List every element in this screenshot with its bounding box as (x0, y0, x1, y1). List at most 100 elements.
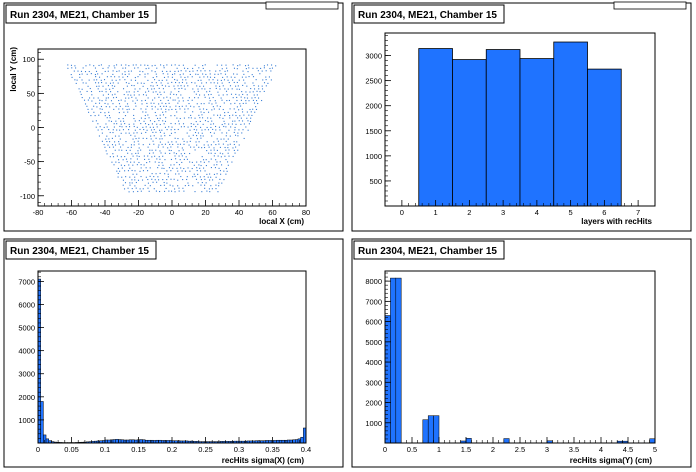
scatter-point (172, 167, 174, 169)
scatter-point (191, 99, 193, 101)
scatter-point (183, 140, 185, 142)
scatter-point (173, 178, 175, 180)
scatter-point (151, 88, 153, 90)
x-tick-label: -80 (33, 208, 44, 217)
scatter-point (134, 88, 136, 90)
scatter-point (115, 79, 117, 81)
scatter-point (147, 97, 149, 99)
scatter-point (120, 164, 122, 166)
scatter-point (73, 70, 75, 72)
scatter-point (84, 103, 87, 105)
scatter-point (199, 176, 201, 178)
scatter-point (209, 76, 212, 78)
scatter-point (181, 161, 183, 163)
scatter-point (261, 70, 263, 72)
scatter-point (202, 135, 204, 137)
scatter-point (182, 179, 184, 181)
x-tick-label: 4 (535, 208, 539, 217)
stats-box (613, 1, 687, 10)
scatter-point (140, 190, 142, 192)
scatter-point (159, 123, 161, 126)
scatter-point (134, 120, 136, 122)
scatter-point (148, 67, 150, 69)
scatter-point (227, 79, 229, 81)
scatter-point (180, 153, 182, 155)
x-tick-label: 80 (302, 208, 310, 217)
scatter-point (135, 138, 137, 140)
scatter-point (182, 79, 184, 81)
scatter-point (220, 97, 222, 99)
scatter-point (130, 161, 132, 163)
scatter-point (149, 185, 151, 187)
scatter-point (124, 115, 127, 117)
scatter-point (246, 117, 248, 119)
scatter-point (128, 91, 130, 93)
scatter-point (215, 144, 217, 146)
scatter-point (95, 102, 97, 104)
scatter-point (152, 152, 154, 154)
scatter-point (236, 68, 238, 70)
scatter-point (236, 141, 238, 143)
scatter-point (237, 149, 239, 151)
scatter-point (117, 176, 119, 178)
x-tick-label: 0.2 (167, 445, 177, 454)
scatter-point (132, 138, 134, 140)
scatter-point (93, 79, 95, 81)
scatter-point (127, 170, 130, 172)
scatter-point (131, 188, 133, 190)
scatter-point (128, 132, 130, 134)
bar (587, 68, 622, 207)
scatter-point (178, 64, 180, 66)
x-tick-label: 2.5 (515, 445, 525, 454)
scatter-point (122, 118, 124, 120)
scatter-point (138, 94, 140, 96)
scatter-point (87, 85, 89, 87)
scatter-point (89, 97, 91, 99)
scatter-point (166, 96, 168, 98)
scatter-point (229, 108, 231, 110)
scatter-point (128, 70, 130, 72)
scatter-point (221, 82, 223, 84)
scatter-point (195, 73, 197, 75)
scatter-point (239, 103, 241, 105)
scatter-point (87, 99, 89, 101)
scatter-point (212, 179, 214, 181)
scatter-point (234, 76, 236, 78)
scatter-point (164, 126, 166, 128)
scatter-point (244, 97, 246, 99)
scatter-point (167, 147, 169, 149)
scatter-point (169, 184, 171, 186)
scatter-point (201, 82, 203, 84)
scatter-point (160, 108, 162, 110)
bar (295, 439, 299, 444)
scatter-point (106, 135, 108, 137)
scatter-point (253, 84, 255, 87)
scatter-point (242, 84, 244, 86)
scatter-point (162, 111, 164, 113)
scatter-point (176, 117, 178, 119)
scatter-point (154, 64, 156, 66)
scatter-point (130, 146, 132, 148)
scatter-point (180, 126, 182, 128)
scatter-point (137, 152, 139, 154)
scatter-point (145, 111, 147, 113)
scatter-point (200, 70, 202, 72)
scatter-point (90, 73, 92, 75)
scatter-point (235, 93, 237, 95)
scatter-point (133, 114, 135, 116)
scatter-point (214, 125, 217, 128)
scatter-point (156, 84, 158, 87)
scatter-point (210, 185, 212, 187)
scatter-point (198, 164, 200, 166)
scatter-point (131, 169, 133, 172)
scatter-point (96, 85, 98, 87)
scatter-point (158, 179, 160, 181)
scatter-point (155, 115, 157, 117)
scatter-point (130, 134, 132, 136)
scatter-point (232, 120, 234, 122)
x-tick-label: 5 (653, 445, 657, 454)
scatter-point (105, 106, 107, 108)
scatter-point (205, 82, 207, 84)
scatter-point (79, 91, 81, 93)
scatter-point (158, 144, 160, 146)
